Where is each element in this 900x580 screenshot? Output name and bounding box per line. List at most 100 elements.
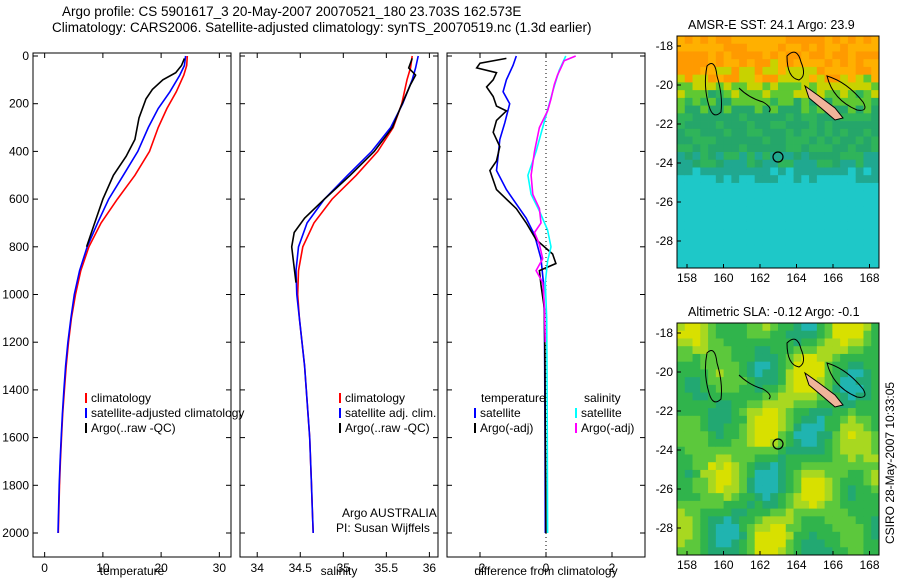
map-cell bbox=[847, 346, 857, 355]
map-cell bbox=[871, 252, 880, 261]
map-cell bbox=[692, 330, 701, 339]
map-cell bbox=[863, 377, 872, 386]
map-cell bbox=[700, 167, 709, 176]
map-x-tick-label: 164 bbox=[786, 271, 806, 285]
map-cell bbox=[700, 415, 709, 424]
map-cell bbox=[871, 97, 880, 106]
land-new-caledonia bbox=[804, 84, 844, 121]
map-cell bbox=[731, 74, 740, 83]
map-cell bbox=[684, 330, 693, 339]
map-cell bbox=[708, 446, 717, 455]
map-cell bbox=[809, 182, 818, 192]
map-cell bbox=[677, 516, 686, 525]
map-cell bbox=[692, 152, 701, 161]
map-cell bbox=[847, 524, 857, 533]
map-cell bbox=[739, 469, 748, 479]
map-cell bbox=[855, 36, 864, 45]
map-cell bbox=[778, 508, 787, 517]
map-cell bbox=[871, 36, 880, 45]
series-line bbox=[530, 55, 577, 343]
map-cell bbox=[809, 128, 818, 137]
map-cell bbox=[677, 97, 686, 106]
map-cell bbox=[684, 392, 693, 401]
map-cell bbox=[715, 462, 725, 471]
map-cell bbox=[816, 182, 826, 192]
map-cell bbox=[840, 346, 849, 355]
map-cell bbox=[801, 524, 810, 533]
map-cell bbox=[692, 423, 701, 432]
map-cell bbox=[739, 252, 748, 261]
map-cell bbox=[739, 167, 748, 176]
map-cell bbox=[770, 144, 779, 153]
map-cell bbox=[715, 346, 725, 355]
map-cell bbox=[809, 260, 818, 269]
map-cell bbox=[692, 539, 701, 548]
map-cell bbox=[746, 66, 756, 76]
map-cell bbox=[785, 128, 794, 137]
map-cell bbox=[700, 493, 709, 502]
map-cell bbox=[778, 392, 787, 401]
map-cell bbox=[824, 462, 833, 471]
map-cell bbox=[731, 361, 740, 370]
map-cell bbox=[700, 369, 709, 378]
map-cell bbox=[692, 82, 701, 91]
map-cell bbox=[824, 43, 833, 52]
map-cell bbox=[692, 353, 701, 363]
map-cell bbox=[684, 51, 693, 60]
map-cell bbox=[801, 182, 810, 192]
map-y-tick-label: -18 bbox=[656, 326, 674, 340]
map-cell bbox=[762, 446, 771, 455]
map-cell bbox=[762, 175, 771, 184]
map-cell bbox=[801, 346, 810, 355]
map-cell bbox=[832, 59, 841, 68]
map-cell bbox=[770, 493, 779, 502]
map-cell bbox=[816, 446, 826, 455]
map-cell bbox=[739, 43, 748, 52]
map-cell bbox=[746, 516, 756, 525]
map-cell bbox=[746, 97, 756, 106]
map-cell bbox=[677, 346, 686, 355]
map-cell bbox=[746, 229, 756, 238]
map-cell bbox=[746, 547, 756, 556]
map-cell bbox=[692, 508, 701, 517]
map-cell bbox=[731, 51, 740, 60]
map-cell bbox=[700, 221, 709, 230]
map-cell bbox=[785, 144, 794, 153]
map-cell bbox=[778, 136, 787, 145]
map-cell bbox=[801, 90, 810, 99]
map-cell bbox=[700, 423, 709, 432]
map-cell bbox=[863, 74, 872, 83]
map-cell bbox=[816, 477, 826, 486]
map-cell bbox=[855, 477, 864, 486]
map-cell bbox=[840, 524, 849, 533]
map-cell bbox=[770, 384, 779, 393]
map-cell bbox=[824, 384, 833, 393]
map-cell bbox=[762, 392, 771, 401]
map-cell bbox=[871, 384, 880, 393]
map-cell bbox=[863, 400, 872, 409]
map-cell bbox=[855, 159, 864, 168]
map-cell bbox=[824, 175, 833, 184]
map-cell bbox=[816, 206, 826, 215]
map-cell bbox=[715, 244, 725, 253]
map-cell bbox=[778, 43, 787, 52]
map-cell bbox=[770, 159, 779, 168]
map-cell bbox=[832, 229, 841, 238]
map-cell bbox=[855, 82, 864, 91]
map-cell bbox=[723, 392, 732, 401]
map-cell bbox=[840, 384, 849, 393]
map-cell bbox=[754, 330, 763, 339]
map-cell bbox=[762, 59, 771, 68]
map-cell bbox=[692, 516, 701, 525]
map-cell bbox=[692, 159, 701, 168]
map-cell bbox=[700, 97, 709, 106]
map-cell bbox=[708, 361, 717, 370]
map-cell bbox=[809, 547, 818, 556]
map-cell bbox=[684, 493, 693, 502]
map-cell bbox=[723, 415, 732, 424]
map-cell bbox=[809, 353, 818, 363]
map-cell bbox=[731, 408, 740, 417]
map-cell bbox=[708, 51, 717, 60]
map-cell bbox=[684, 136, 693, 145]
